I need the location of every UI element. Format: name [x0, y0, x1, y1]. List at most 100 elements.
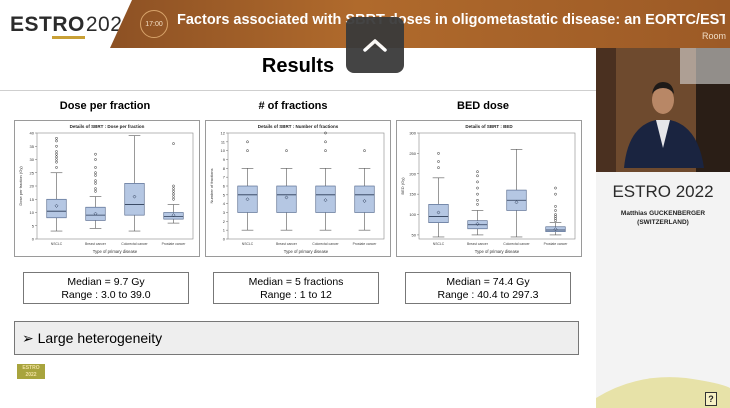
- outlier-point: [55, 158, 58, 161]
- y-tick-label: 250: [409, 151, 416, 156]
- boxplot-svg-dose: 0 5 10 15 20 25 30 35 40 Dose per fraction (Gy) Ty…: [18, 131, 194, 254]
- footer-estro-logo: ESTRO 2022: [17, 364, 45, 379]
- boxplot-bed: Details of SBRT : BED 50 100 150 200 250 300 B…: [396, 120, 582, 257]
- outlier-point: [55, 136, 58, 140]
- presentation-slide: Results Dose per fraction # of fractions…: [0, 48, 596, 408]
- outlier-point: [172, 195, 175, 198]
- x-axis-label: Type of primary disease: [93, 249, 138, 254]
- box-iqr: [124, 183, 145, 216]
- box-mean-marker: [362, 199, 367, 203]
- outlier-point: [285, 149, 288, 153]
- room-label: Room: [701, 31, 726, 41]
- y-tick-label: 3: [223, 210, 226, 215]
- outlier-point: [476, 186, 479, 190]
- x-category-label: Colorectal cancer: [503, 242, 530, 246]
- y-tick-label: 2: [223, 219, 226, 224]
- speaker-country: (SWITZERLAND): [637, 219, 689, 226]
- stat-box-dose: Median = 9.7 Gy Range : 3.0 to 39.0: [23, 272, 189, 304]
- collapse-button[interactable]: [346, 17, 404, 73]
- box-iqr: [545, 226, 566, 232]
- speaker-name-line1: Matthias GUCKENBERGER: [620, 210, 706, 217]
- outlier-point: [324, 149, 327, 153]
- box-mean-marker: [245, 197, 250, 202]
- x-category-label: Colorectal cancer: [312, 242, 339, 246]
- box-iqr: [315, 185, 336, 213]
- outlier-point: [554, 192, 557, 196]
- y-tick-label: 8: [223, 166, 226, 171]
- outlier-point: [172, 192, 175, 196]
- logo-est: EST: [10, 13, 53, 36]
- outlier-point: [55, 160, 58, 164]
- y-tick-label: 7: [223, 175, 226, 180]
- box-mean-marker: [553, 227, 558, 232]
- y-tick-label: 11: [221, 139, 226, 144]
- y-tick-label: 50: [412, 232, 417, 237]
- outlier-point: [55, 152, 58, 156]
- y-tick-label: 10: [221, 148, 226, 153]
- speaker-video: ESTRO 2022 Matthias GUCKENBERGER (SWITZE…: [596, 48, 730, 408]
- boxplot-dose: Details of SBRT : Dose per fraction 0 5 10…: [14, 120, 200, 257]
- stat-box-bed: Median = 74.4 Gy Range : 40.4 to 297.3: [405, 272, 571, 304]
- stat-box-fractions: Median = 5 fractions Range : 1 to 12: [213, 272, 379, 304]
- boxplot-svg-bed: 50 100 150 200 250 300 BED (Gy) Type of primary…: [400, 131, 576, 254]
- y-tick-label: 300: [409, 131, 416, 136]
- estro-logo: ESTRO2022: [10, 13, 135, 39]
- podium-logo: ESTRO 2022: [612, 182, 714, 201]
- heading-divider: [0, 90, 596, 91]
- x-category-label: Prostate cancer: [544, 242, 569, 246]
- logo-ro: RO: [52, 13, 85, 39]
- outlier-point: [476, 174, 479, 178]
- y-tick-label: 10: [30, 210, 35, 215]
- outlier-point: [437, 152, 440, 155]
- outlier-point: [554, 213, 557, 216]
- range-dose: Range : 3.0 to 39.0: [61, 289, 151, 301]
- outlier-point: [172, 142, 175, 145]
- range-fractions: Range : 1 to 12: [260, 289, 332, 301]
- outlier-point: [55, 144, 58, 148]
- y-tick-label: 6: [223, 184, 226, 189]
- outlier-point: [94, 166, 97, 169]
- box-iqr: [46, 198, 67, 219]
- outlier-point: [363, 149, 366, 153]
- y-tick-label: 1: [223, 228, 226, 233]
- x-category-label: Prostate cancer: [162, 242, 187, 246]
- inner-title-fractions: Details of SBRT : Number of fractions: [257, 124, 339, 129]
- outlier-point: [324, 140, 327, 144]
- box-iqr: [237, 185, 258, 213]
- y-axis-label: Dose per fraction (Gy): [18, 166, 23, 206]
- y-tick-label: 15: [30, 197, 35, 202]
- x-category-label: NSCLC: [242, 242, 254, 246]
- box-mean-marker: [93, 211, 98, 216]
- outlier-point: [94, 158, 97, 161]
- inner-title-bed: Details of SBRT : BED: [465, 124, 513, 129]
- outlier-point: [94, 152, 97, 156]
- y-tick-label: 30: [30, 157, 35, 162]
- x-category-label: Breast cancer: [276, 242, 298, 246]
- outlier-point: [554, 205, 557, 208]
- top-bar: ESTRO2022 17:00 Factors associated with …: [0, 0, 730, 48]
- outlier-point: [55, 166, 58, 169]
- chevron-up-icon: [363, 39, 387, 52]
- box-mean-marker: [54, 203, 59, 208]
- outlier-point: [172, 184, 175, 188]
- x-category-label: Prostate cancer: [353, 242, 378, 246]
- y-tick-label: 5: [32, 223, 35, 228]
- x-category-label: Breast cancer: [85, 242, 107, 246]
- y-axis-label: BED (Gy): [400, 177, 405, 195]
- outlier-point: [55, 150, 58, 153]
- y-tick-label: 0: [32, 237, 35, 242]
- outlier-point: [55, 139, 58, 143]
- help-icon[interactable]: ?: [705, 392, 717, 406]
- session-banner: [110, 0, 730, 48]
- boxplot-fractions: Details of SBRT : Number of fractions 0 1…: [205, 120, 391, 257]
- y-tick-label: 40: [30, 131, 35, 136]
- outlier-point: [476, 192, 479, 196]
- outlier-point: [94, 189, 97, 193]
- y-tick-label: 35: [30, 144, 35, 149]
- y-tick-label: 9: [223, 157, 226, 162]
- y-tick-label: 5: [223, 192, 226, 197]
- outlier-point: [246, 149, 249, 153]
- x-category-label: Colorectal cancer: [121, 242, 148, 246]
- outlier-point: [554, 186, 557, 190]
- outlier-point: [437, 160, 440, 163]
